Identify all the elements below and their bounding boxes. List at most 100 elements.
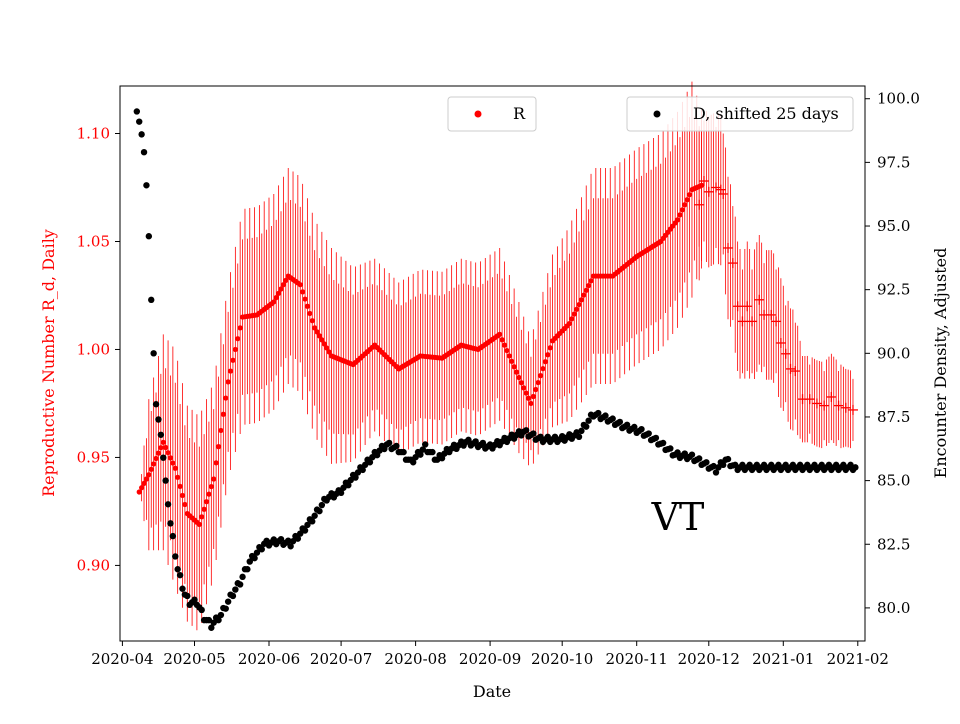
right-y-tick-label: 95.0 — [877, 217, 910, 235]
d-point — [847, 461, 854, 469]
x-tick-label: 2021-02 — [827, 650, 889, 668]
d-point — [210, 619, 217, 626]
d-point — [681, 450, 688, 457]
x-tick-label: 2020-09 — [459, 650, 521, 668]
r-point — [172, 465, 178, 471]
right-y-axis-ticks: 80.0 82.5 85.0 87.5 90.0 92.5 95.0 97.5 100.0 — [865, 90, 920, 617]
d-point — [530, 430, 537, 437]
r-point — [588, 278, 594, 284]
r-point — [316, 333, 323, 339]
x-tick-label: 2020-06 — [238, 650, 300, 668]
r-point — [535, 379, 541, 386]
d-point — [289, 538, 297, 545]
d-point — [287, 543, 294, 550]
r-point — [271, 299, 277, 305]
r-point — [203, 499, 210, 505]
r-point — [578, 297, 585, 303]
d-point — [715, 464, 722, 471]
r-point — [566, 320, 573, 327]
right-y-tick-label: 82.5 — [877, 535, 910, 553]
r-point — [309, 318, 315, 324]
d-point — [133, 108, 141, 115]
r-point — [273, 295, 279, 301]
d-point — [318, 501, 326, 509]
d-point — [609, 415, 616, 422]
d-point — [659, 439, 667, 447]
d-point — [575, 433, 583, 441]
right-y-axis-label: Encounter Density, Adjusted — [931, 248, 950, 479]
r-point — [533, 386, 539, 393]
right-y-tick-label: 97.5 — [877, 153, 910, 171]
region-label: VT — [651, 495, 705, 539]
r-point — [276, 290, 282, 296]
r-point — [581, 292, 587, 298]
d-point — [479, 439, 487, 447]
d-point — [631, 423, 638, 431]
r-point — [513, 369, 520, 375]
r-point — [201, 506, 207, 512]
d-point — [429, 448, 436, 456]
r-point — [569, 316, 575, 322]
d-point — [309, 518, 316, 525]
x-axis-label: Date — [473, 682, 511, 701]
d-point — [667, 445, 674, 452]
r-point — [208, 483, 214, 490]
r-point — [571, 311, 577, 317]
r-point — [160, 439, 166, 445]
d-point — [246, 558, 253, 565]
d-point — [804, 461, 811, 469]
d-point — [710, 462, 717, 470]
r-point — [547, 345, 553, 351]
d-point — [152, 401, 160, 408]
r-point — [182, 501, 188, 508]
r-point — [312, 325, 318, 331]
d-point — [359, 466, 366, 474]
legend-r-box — [447, 96, 537, 132]
d-point — [712, 469, 720, 476]
r-point — [213, 460, 219, 466]
left-y-tick-label: 0.90 — [77, 556, 110, 574]
d-point — [840, 461, 847, 469]
d-point — [652, 434, 660, 442]
d-point — [217, 611, 225, 619]
d-point — [191, 596, 198, 603]
r-point — [516, 374, 522, 381]
r-point — [165, 450, 171, 456]
r-point — [499, 337, 505, 343]
d-point — [760, 461, 768, 469]
r-point — [307, 310, 313, 317]
r-point — [143, 476, 150, 482]
d-point — [732, 461, 739, 469]
d-point — [417, 451, 424, 458]
r-point — [283, 277, 289, 283]
d-point — [551, 433, 559, 441]
d-point — [703, 459, 710, 466]
d-point — [224, 598, 232, 605]
legend-r-label: R — [513, 104, 526, 123]
r-point — [583, 287, 589, 293]
r-point — [523, 390, 529, 396]
r-point — [136, 489, 142, 495]
d-point — [645, 430, 652, 437]
r-point — [211, 476, 217, 482]
d-point — [739, 461, 746, 469]
r-point — [177, 483, 183, 489]
left-y-axis-ticks: 0.90 0.95 1.00 1.05 1.10 — [77, 125, 120, 574]
r-point — [506, 353, 512, 359]
right-y-tick-label: 80.0 — [877, 599, 910, 617]
d-point — [205, 616, 213, 624]
d-point — [179, 585, 186, 592]
r-point — [501, 342, 508, 348]
d-series — [133, 108, 859, 631]
r-point — [179, 492, 186, 499]
r-point — [677, 212, 683, 218]
d-point — [775, 461, 782, 469]
d-point — [198, 606, 205, 614]
r-point — [300, 289, 306, 295]
d-point — [258, 546, 265, 553]
r-point — [304, 303, 311, 309]
r-point — [235, 336, 241, 342]
r-point — [509, 358, 515, 364]
d-point — [583, 423, 590, 430]
